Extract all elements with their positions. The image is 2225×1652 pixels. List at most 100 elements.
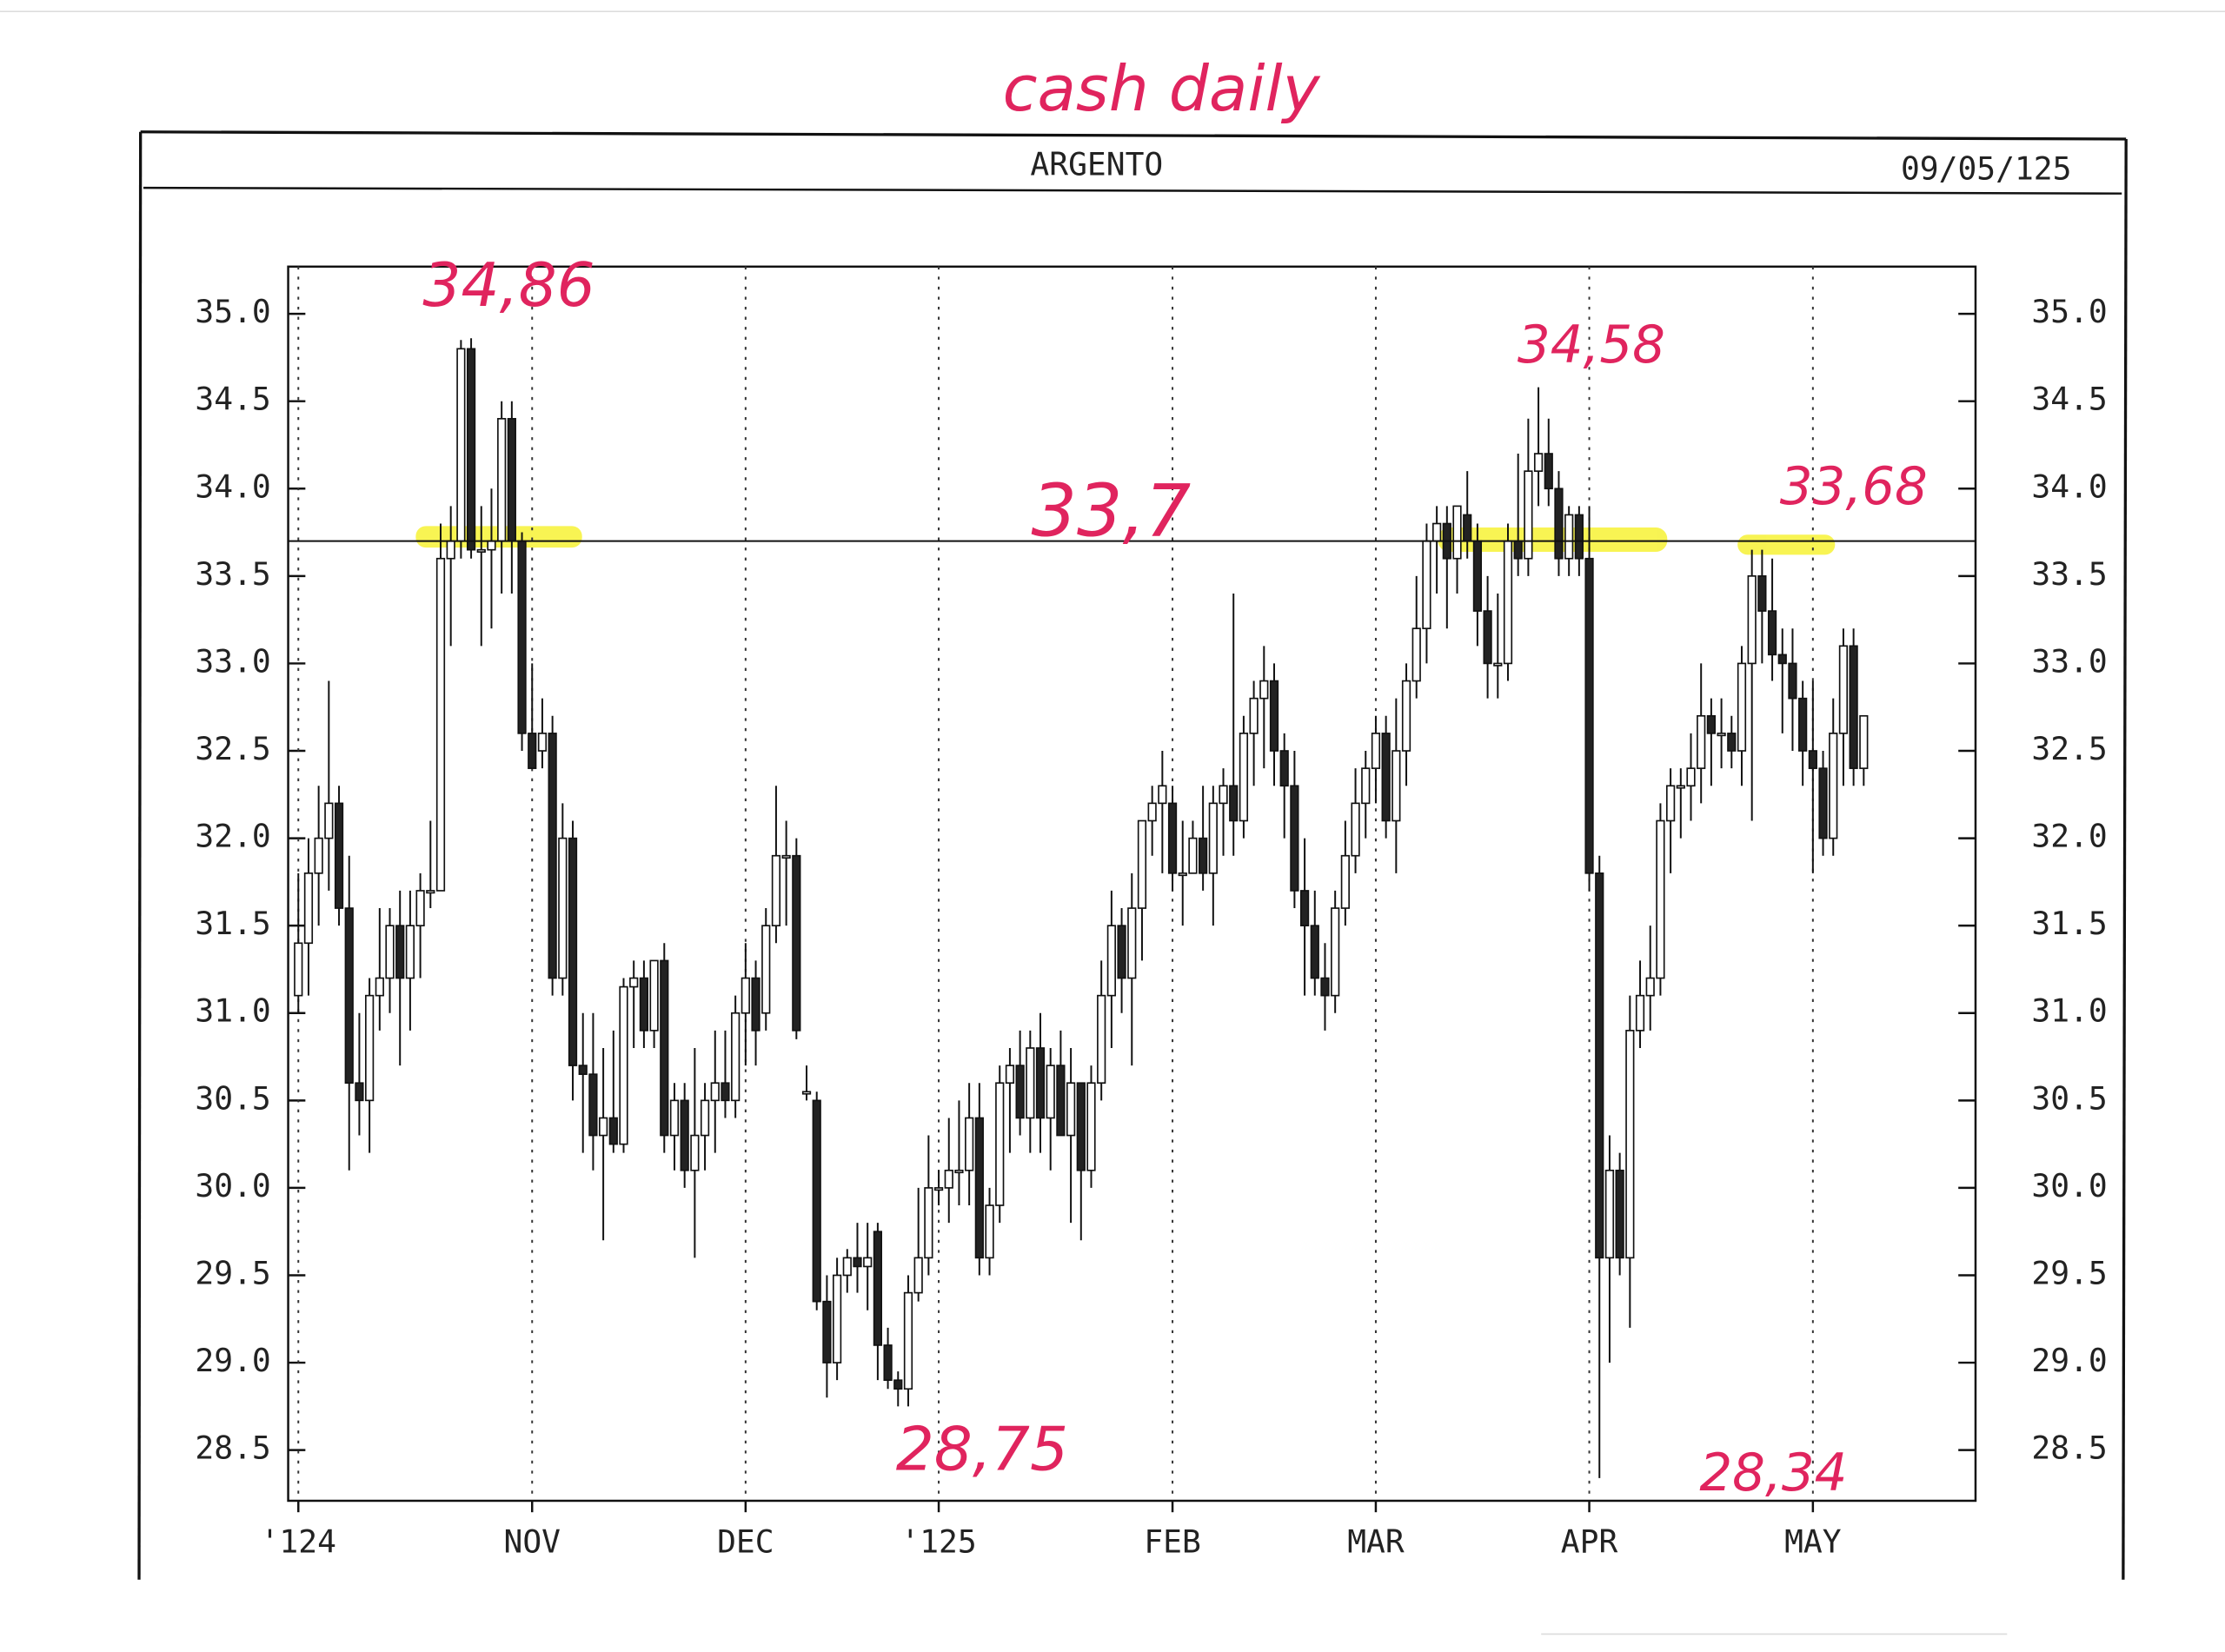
candle-body [974,1117,984,1259]
y-tick-label: 29.0 [195,1342,270,1379]
candle-body [548,733,557,979]
candle-body [1320,977,1330,997]
candle-body [1188,837,1198,874]
candle-body [761,925,771,1014]
candle-body [1331,907,1340,997]
candle-body [1584,557,1594,874]
candle-body [1137,819,1147,909]
candle-body [995,1082,1005,1206]
y-tick-label: 34.5 [195,381,270,418]
y-tick-label: 35.0 [195,293,270,330]
candle-body [375,977,384,997]
candle-body [1432,522,1442,542]
candle-body [1625,1030,1635,1259]
candle-body [1767,610,1777,656]
candle-body [1808,750,1817,769]
candle-body [476,548,486,553]
y-tick-label: 32.5 [2031,730,2107,767]
candle-body [933,1187,944,1191]
candle-body [599,1117,608,1137]
candle-body [426,890,435,894]
candle-body [1391,750,1401,822]
candle-body [1686,767,1696,787]
candle-body [588,1073,598,1137]
candle-body [771,854,781,926]
candle-body [1199,837,1208,874]
candle-body [1015,1065,1025,1119]
candle-body [294,942,303,997]
annotation: 33,7 [1032,469,1192,553]
candle-body [1239,733,1249,822]
candle-body [669,1099,680,1137]
candle-body [415,890,425,926]
x-tick-label: MAY [1784,1523,1842,1560]
candle-body [1035,1047,1046,1119]
candle-body [1697,714,1706,769]
candle-body [1249,697,1259,734]
candle-body [395,925,405,979]
candle-body [710,1082,720,1102]
candle-body [1798,697,1808,752]
candle-body [1544,453,1553,490]
candle-body [324,802,334,839]
candle-body [954,1169,964,1174]
candle-body [1097,994,1106,1085]
candle-body [944,1169,953,1189]
candle-body [883,1344,893,1382]
y-tick-label: 31.0 [195,992,270,1030]
candle-body [558,837,568,979]
candle-body [1533,453,1544,472]
candle-body [1127,907,1137,979]
x-tick-label: '125 [900,1523,976,1560]
annotation: 28,34 [1699,1443,1847,1503]
chart-date: 09/05/125 [1901,149,2072,187]
y-tick-label: 34.5 [2031,381,2107,418]
candle-body [965,1117,974,1171]
x-tick-label: DEC [717,1523,774,1560]
y-tick-label: 30.5 [2031,1079,2107,1117]
candle-body [507,417,516,542]
candle-body [1493,662,1503,667]
candle-body [608,1117,618,1145]
candle-body [303,872,314,945]
x-tick-label: '124 [261,1523,336,1560]
y-tick-label: 31.5 [195,905,270,942]
candle-body [1167,802,1178,874]
candle-body [1106,925,1116,997]
candle-body [1513,540,1523,560]
candle-body [1727,733,1737,752]
y-tick-label: 33.0 [2031,642,2107,680]
candle-body [365,994,375,1102]
candle-body [822,1300,832,1363]
candle-body [660,959,669,1137]
candle-body [1483,610,1492,665]
candle-body [1208,802,1218,874]
candle-body [1717,733,1726,737]
candle-body [792,854,801,1032]
candle-body [1269,680,1279,752]
annotation: 34,58 [1518,315,1665,375]
y-tick-label: 32.5 [195,730,270,767]
y-tick-label: 29.5 [195,1254,270,1291]
candle-body [1026,1047,1035,1119]
y-tick-label: 32.0 [195,818,270,855]
candle-body [1849,645,1858,769]
candle-body [893,1379,903,1390]
candle-body [1056,1065,1066,1137]
candle-body [853,1257,862,1268]
y-tick-label: 28.5 [2031,1430,2107,1467]
candle-body [1401,680,1411,752]
candle-body [1411,627,1421,682]
candle-body [1564,514,1574,560]
candle-body [1615,1169,1624,1259]
x-tick-label: FEB [1144,1523,1201,1560]
candle-body [1279,750,1289,787]
candle-body [446,540,455,560]
candle-body [1574,514,1584,560]
y-tick-label: 31.5 [2031,905,2107,942]
candle-body [619,985,628,1145]
candle-body [1299,890,1310,926]
candle-body [1818,767,1828,839]
candle-body [568,837,578,1066]
